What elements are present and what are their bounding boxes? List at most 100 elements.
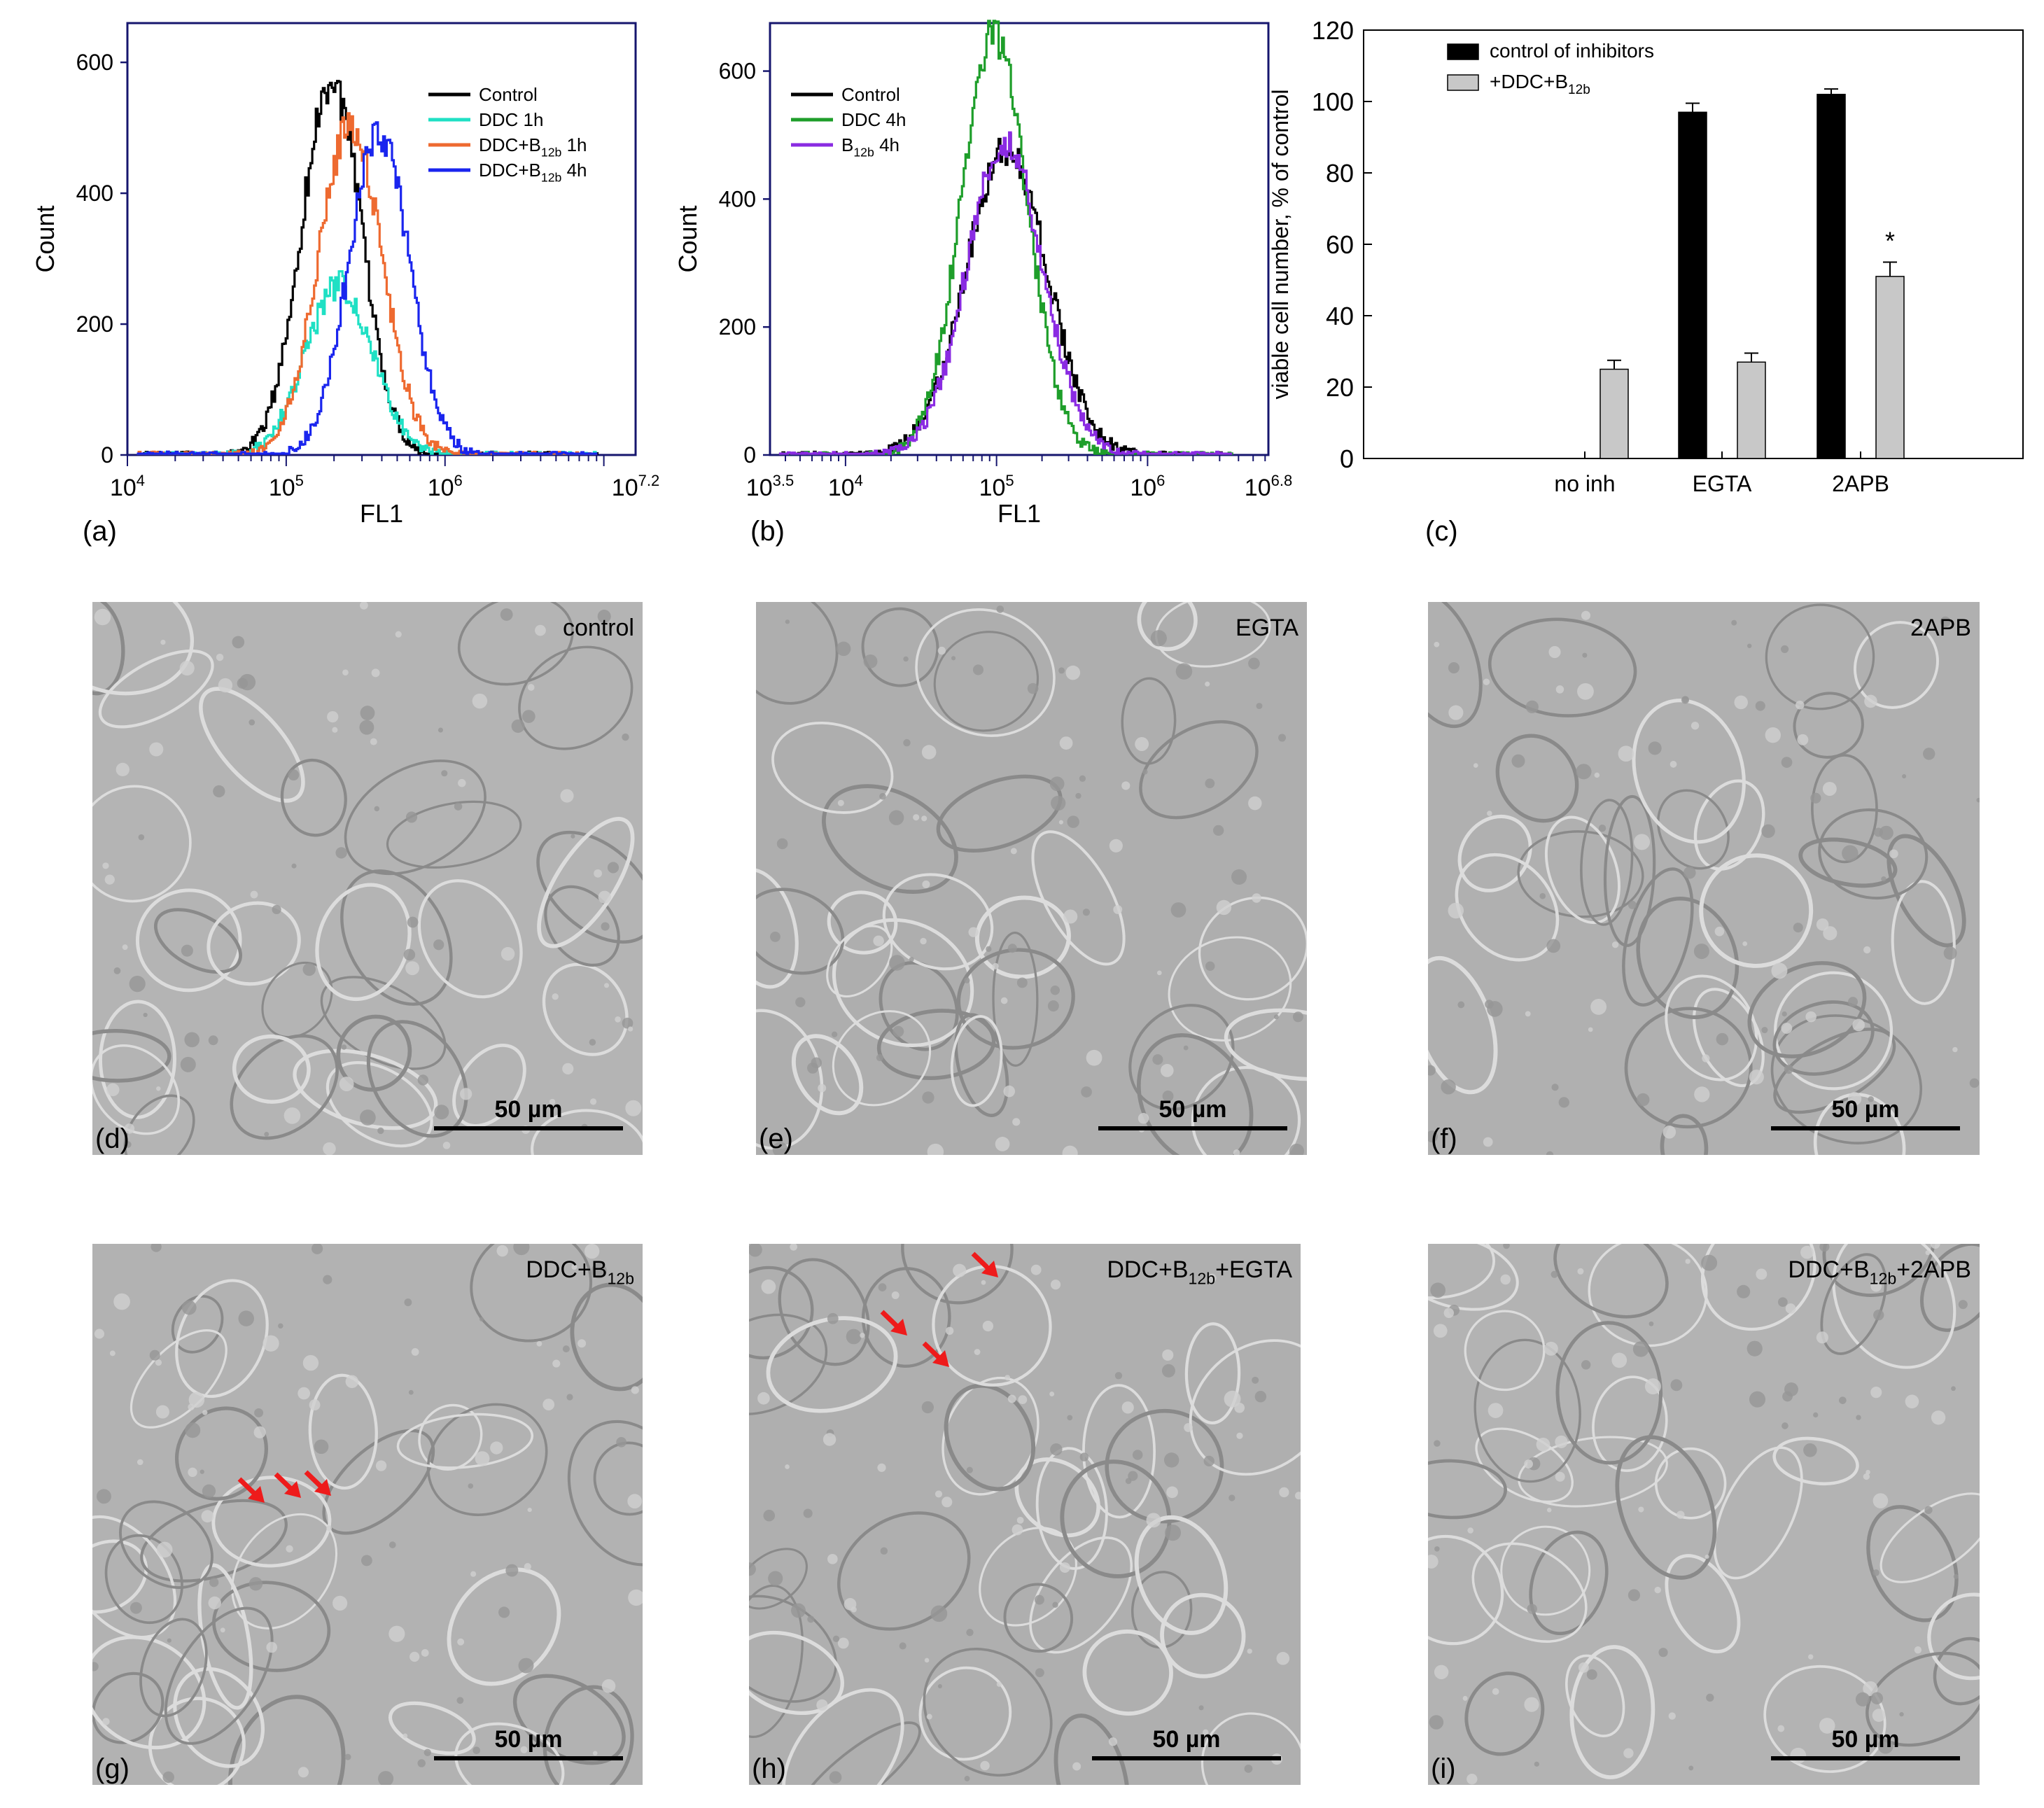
granule [930,1605,948,1623]
granule [995,1137,1010,1151]
granule [309,1399,321,1411]
granule [1865,1469,1870,1475]
granule [1030,1264,1042,1275]
micrograph-panel: control 50 µm (d) [92,602,643,1155]
x-tick-base: 10 [746,475,773,501]
granule [442,1142,451,1149]
x-tick-base: 10 [1245,475,1271,501]
x-tick-label: 103.5 [746,472,794,501]
cell-outline [936,774,1063,853]
cell-outline [452,1043,526,1128]
granule [1790,1747,1807,1764]
granule [1205,961,1215,972]
granule [981,1280,986,1285]
granule [562,1063,574,1074]
granule [284,1107,301,1124]
granule [996,605,1004,613]
granule [941,1497,953,1508]
granule [181,944,193,957]
granule [1823,926,1837,941]
granule [1899,1712,1904,1717]
granule [622,1017,634,1029]
granule [155,1359,162,1366]
granule [1067,1415,1073,1421]
granule [1524,1459,1533,1469]
legend-label-tail: 1h [561,134,587,155]
granule [1429,1715,1444,1730]
granule [922,880,930,888]
granule [1810,792,1821,804]
granule [209,1577,219,1588]
cell-outline [1866,1505,1959,1623]
granule [1856,1415,1861,1420]
granule [149,1350,160,1361]
bar-control-of-inhibitors-2apb [1816,94,1846,459]
series-line-ddc-b12b-4h [136,121,598,455]
x-tick-label: 106 [1130,472,1165,501]
cell-outline [956,948,1075,1050]
granule [513,1244,530,1256]
granule [837,799,844,806]
granule [1254,1391,1267,1403]
granule [597,610,611,624]
granule [876,1053,883,1062]
granule [749,1562,756,1576]
granule [921,1401,934,1414]
legend-label: B12b 4h [841,134,899,159]
legend-label-main: DDC 1h [479,109,543,130]
x-tick-base: 10 [269,475,295,501]
granule [479,1317,484,1322]
cell-outline [567,1420,643,1567]
cell-outline [918,1666,1012,1761]
cell-outline [1592,1375,1668,1472]
granule [1052,1602,1058,1608]
granule [1694,1086,1710,1102]
granule [371,668,380,678]
cell-outline [171,1295,224,1354]
granule [1434,1546,1440,1552]
cell-outline [1136,1033,1254,1155]
granule [1648,1321,1654,1326]
granule [1782,1422,1788,1429]
cell-outline [933,631,1040,732]
granule [1511,754,1525,768]
granule [460,1088,472,1100]
y-axis-label: Count [31,205,59,272]
y-tick-label: 20 [1326,373,1354,402]
granule [1756,1268,1768,1280]
granule [1889,849,1898,859]
cell-outline [1879,1492,1980,1583]
x-tick-exponent: 6.8 [1271,472,1293,489]
cell-outline [1464,1310,1546,1392]
micrograph-title-main: DDC+B [526,1256,607,1283]
granule [1594,772,1600,778]
granule [332,1595,348,1611]
granule [1902,773,1907,779]
granule [1166,1486,1178,1499]
micrograph-title: EGTA [1236,615,1298,641]
granule [1782,1011,1787,1017]
granule [179,660,195,676]
granule [560,789,574,803]
granule [1539,892,1546,899]
granule [298,1767,309,1778]
cell-outline [417,879,523,999]
granule [1931,1410,1946,1425]
granule [1224,1390,1241,1408]
granule [772,1142,788,1155]
panel-label: (c) [1425,516,1458,547]
granule [1930,1244,1940,1249]
granule [149,742,164,757]
granule [631,1386,639,1394]
granule [1035,1668,1044,1678]
granule [1050,986,1060,995]
cell-outline [876,1009,996,1080]
cell-outline [832,1010,932,1107]
cell-outline [1569,1645,1656,1779]
cell-outline [212,1581,331,1672]
granule [238,1310,254,1326]
granule [1781,1023,1793,1035]
granule [863,654,878,668]
granule [94,1329,105,1339]
y-tick-label: 0 [101,442,113,468]
